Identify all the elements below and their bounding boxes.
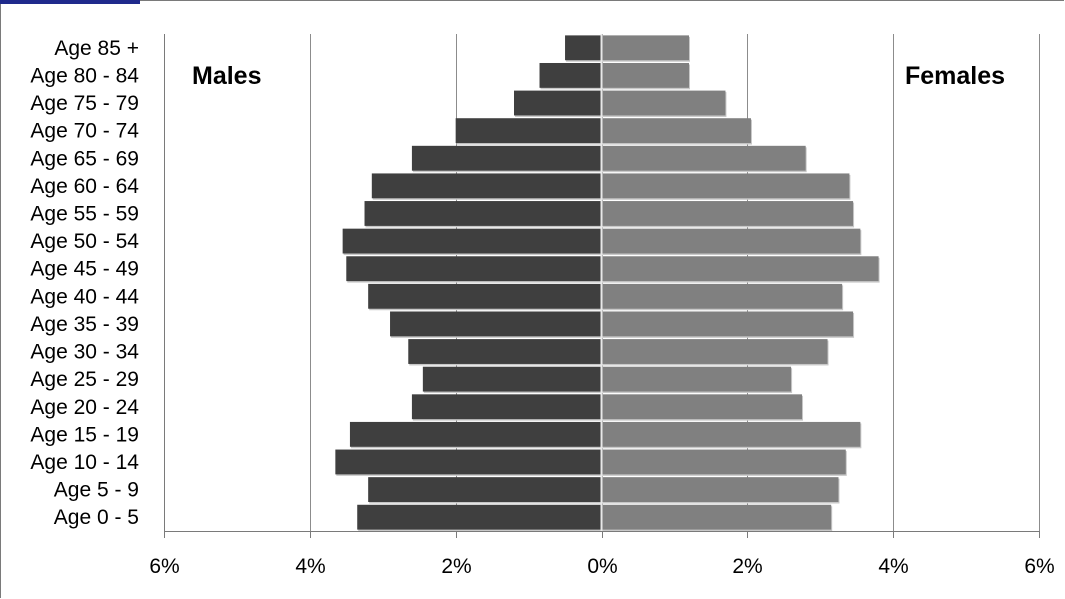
legend-females-label: Females [905,62,1005,90]
x-tick-label: 4% [295,555,325,578]
bar-female [601,173,850,199]
bar-female [601,394,803,420]
bar-male [539,62,602,88]
category-label: Age 45 - 49 [30,258,139,281]
labels: Age 85 + Age 80 - 84 Age 75 - 79 Age 70 - 7… [30,37,1054,578]
bar-male [335,449,602,475]
category-label: Age 35 - 39 [30,313,139,336]
x-tick-label: 6% [1024,555,1054,578]
bar-male [411,145,602,171]
bar-male [357,504,602,530]
bar-male [371,173,602,199]
category-label: Age 5 - 9 [54,479,139,502]
category-label: Age 0 - 5 [54,506,139,529]
bar-female [601,201,854,226]
category-label: Age 85 + [54,37,139,60]
bar-male [514,90,602,116]
bar-female [601,62,689,88]
category-label: Age 75 - 79 [30,92,139,115]
bar-female [601,339,828,364]
bar-male [408,339,602,364]
corner-tab [0,0,140,4]
category-label: Age 65 - 69 [30,147,139,170]
bar-male [368,477,602,503]
category-label: Age 60 - 64 [30,175,139,198]
bar-female [601,311,854,337]
x-tick-label: 2% [441,555,471,578]
category-label: Age 10 - 14 [30,451,139,474]
bar-male [349,421,602,447]
bar-female [601,477,839,503]
x-tick-label: 6% [149,555,179,578]
category-label: Age 20 - 24 [30,396,139,419]
bar-female [601,228,861,254]
category-label: Age 55 - 59 [30,202,139,225]
axes [164,34,1040,538]
category-label: Age 50 - 54 [30,230,139,253]
category-label: Age 80 - 84 [30,64,139,87]
x-tick-label: 4% [878,555,908,578]
bar-male [411,394,602,420]
bar-female [601,449,846,475]
bar-male [364,201,602,226]
bar-male [455,118,602,144]
bar-male [565,35,602,61]
bar-female [601,421,861,447]
bar-female [601,35,689,61]
bar-female [601,283,843,309]
category-label: Age 25 - 29 [30,368,139,391]
x-tick-label: 2% [732,555,762,578]
legend-males-label: Males [192,62,261,90]
bar-male [422,366,602,392]
bar-male [346,256,602,282]
bar-female [601,90,726,116]
bar-female [601,145,806,171]
bar-male [342,228,602,254]
bars [335,35,880,532]
bar-female [601,366,792,392]
category-label: Age 40 - 44 [30,285,139,308]
bar-male [368,283,602,309]
bar-female [601,504,832,530]
bar-male [390,311,602,337]
bar-female [601,118,751,144]
category-label: Age 70 - 74 [30,120,139,143]
x-tick-label: 0% [587,555,617,578]
category-label: Age 15 - 19 [30,423,139,446]
bar-female [601,256,879,282]
category-label: Age 30 - 34 [30,341,139,364]
